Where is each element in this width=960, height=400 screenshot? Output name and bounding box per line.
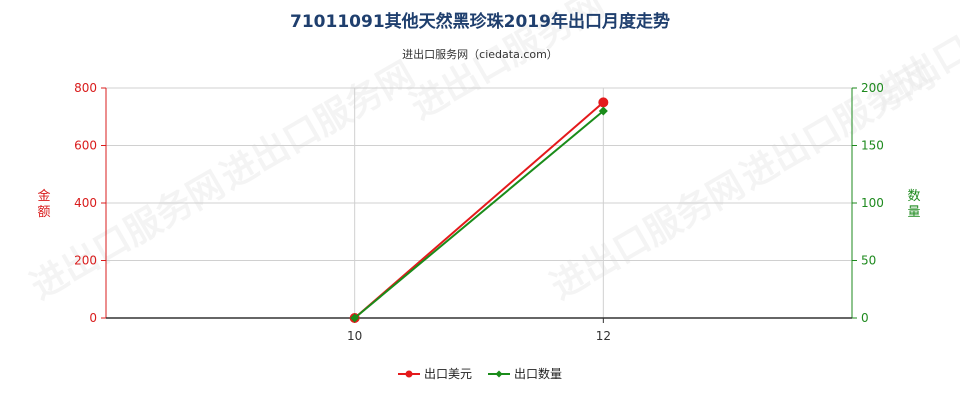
- series-layer: [349, 97, 609, 323]
- watermark-text: 进出口服务网: [864, 0, 960, 118]
- right-tick-label: 0: [861, 311, 869, 325]
- legend-item-quantity[interactable]: 出口数量: [488, 366, 562, 381]
- grid-layer: [106, 87, 852, 318]
- left-tick-label: 0: [89, 311, 97, 325]
- chart-title: 71011091其他天然黑珍珠2019年出口月度走势: [290, 11, 670, 32]
- data-point-quantity: [350, 313, 360, 323]
- x-tick-label: 10: [347, 329, 362, 343]
- legend-item-usd[interactable]: 出口美元: [398, 367, 472, 381]
- right-axis-title: 数量: [907, 189, 920, 220]
- series-line-usd: [354, 101, 604, 319]
- left-axis-title: 金额: [37, 188, 50, 220]
- data-point-quantity: [598, 106, 608, 116]
- series-line-quantity: [354, 110, 604, 319]
- legend-label: 出口美元: [424, 367, 472, 381]
- right-tick-label: 150: [861, 139, 884, 153]
- left-tick-label: 800: [74, 81, 97, 95]
- watermark-text: 进出口服务网: [214, 54, 422, 198]
- data-point-usd: [598, 97, 609, 108]
- right-tick-label: 100: [861, 196, 884, 210]
- right-tick-label: 200: [861, 81, 884, 95]
- legend-label: 出口数量: [514, 366, 562, 381]
- left-tick-label: 200: [74, 254, 97, 268]
- left-tick-label: 600: [74, 139, 97, 153]
- watermark-text: 进出口服务网: [24, 164, 232, 308]
- x-tick-label: 12: [596, 329, 611, 343]
- chart-subtitle: 进出口服务网（ciedata.com）: [402, 47, 558, 61]
- watermark-text: 进出口服务网: [544, 164, 752, 308]
- legend-marker-circle: [405, 370, 413, 378]
- left-tick-label: 400: [74, 196, 97, 210]
- legend-marker-diamond: [495, 370, 503, 378]
- legend: 出口美元 出口数量: [398, 366, 562, 381]
- right-tick-label: 50: [861, 254, 876, 268]
- axes-layer: 0 200 400 600 800 0 50 100 150 200 10 12 金额 数量: [37, 81, 920, 343]
